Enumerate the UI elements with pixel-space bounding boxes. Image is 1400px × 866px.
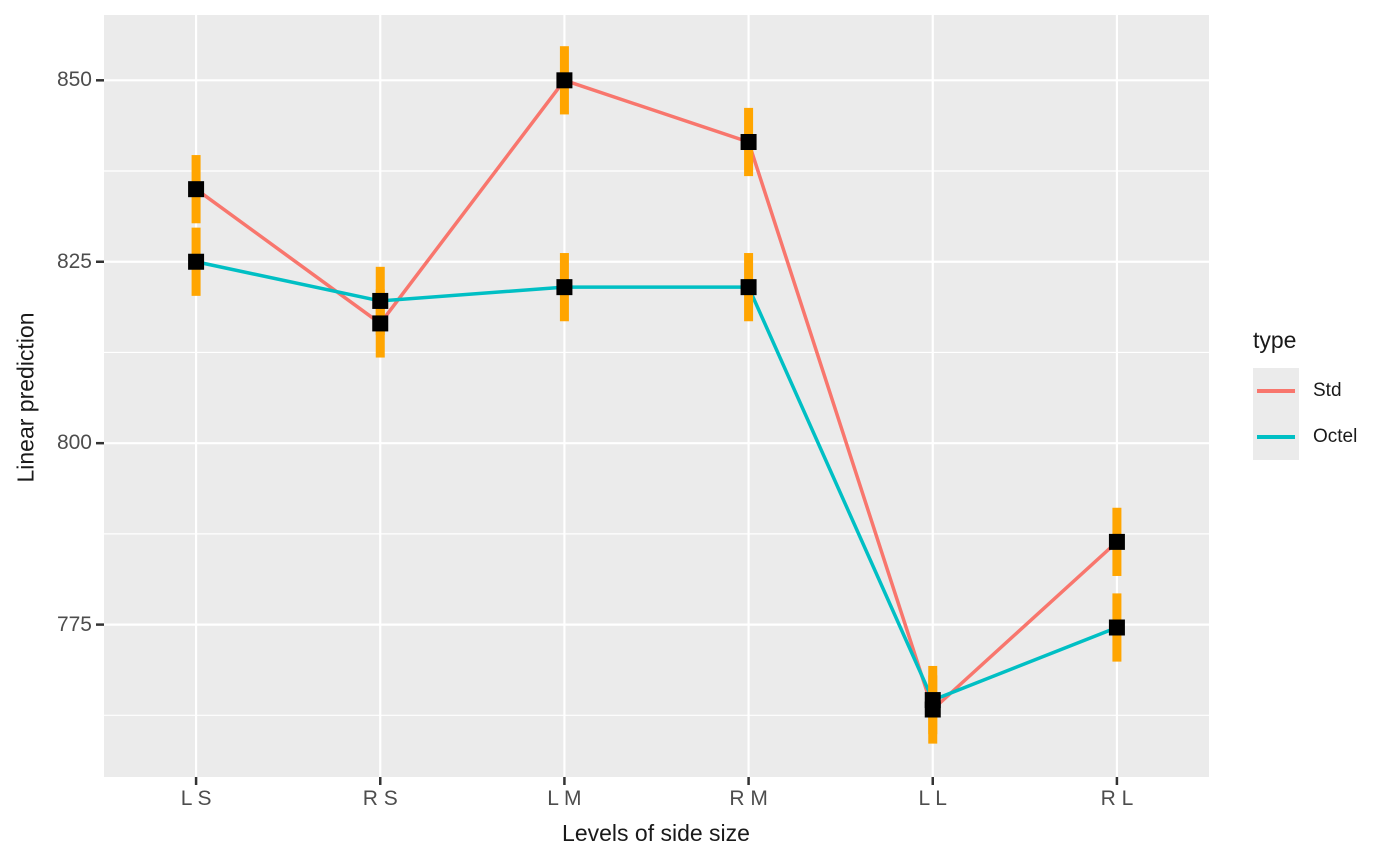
y-tick-label: 825 (56, 249, 92, 273)
data-point-octel (924, 692, 941, 709)
x-tick-label: L S (180, 787, 212, 810)
legend: type Std Octel (1253, 327, 1398, 460)
x-tick-label: R M (729, 787, 768, 810)
legend-title: type (1253, 327, 1297, 353)
data-point-octel (740, 279, 757, 296)
data-point-std (188, 181, 205, 198)
series-line-std (195, 78, 1119, 712)
legend-entry-std: Std (1253, 368, 1398, 414)
data-point-std (556, 72, 573, 89)
x-tick-label: R L (1100, 787, 1134, 810)
octel-line-swatch-icon (1257, 435, 1295, 439)
data-point-std (740, 134, 757, 150)
legend-key-octel (1253, 414, 1299, 460)
data-point-std (372, 315, 389, 332)
series-line-octel (195, 260, 1118, 702)
x-tick-label: L L (918, 787, 947, 810)
legend-key-std (1253, 368, 1299, 414)
std-line-swatch-icon (1257, 389, 1295, 393)
data-point-octel (556, 279, 573, 296)
x-tick-label: L M (547, 787, 582, 810)
data-point-octel (1108, 619, 1125, 636)
legend-label-std: Std (1313, 380, 1342, 401)
x-axis-title: Levels of side size (562, 820, 750, 846)
y-axis-title: Linear prediction (12, 312, 39, 483)
legend-entry-octel: Octel (1253, 414, 1398, 460)
y-tick-label: 850 (56, 68, 92, 92)
data-point-octel (372, 292, 389, 309)
y-tick-label: 800 (56, 431, 92, 455)
y-tick-label: 775 (56, 612, 92, 636)
x-tick-label: R S (362, 787, 398, 810)
legend-label-octel: Octel (1313, 426, 1358, 447)
panel-background (104, 15, 1209, 777)
data-point-octel (188, 253, 205, 270)
data-point-std (1108, 533, 1125, 550)
